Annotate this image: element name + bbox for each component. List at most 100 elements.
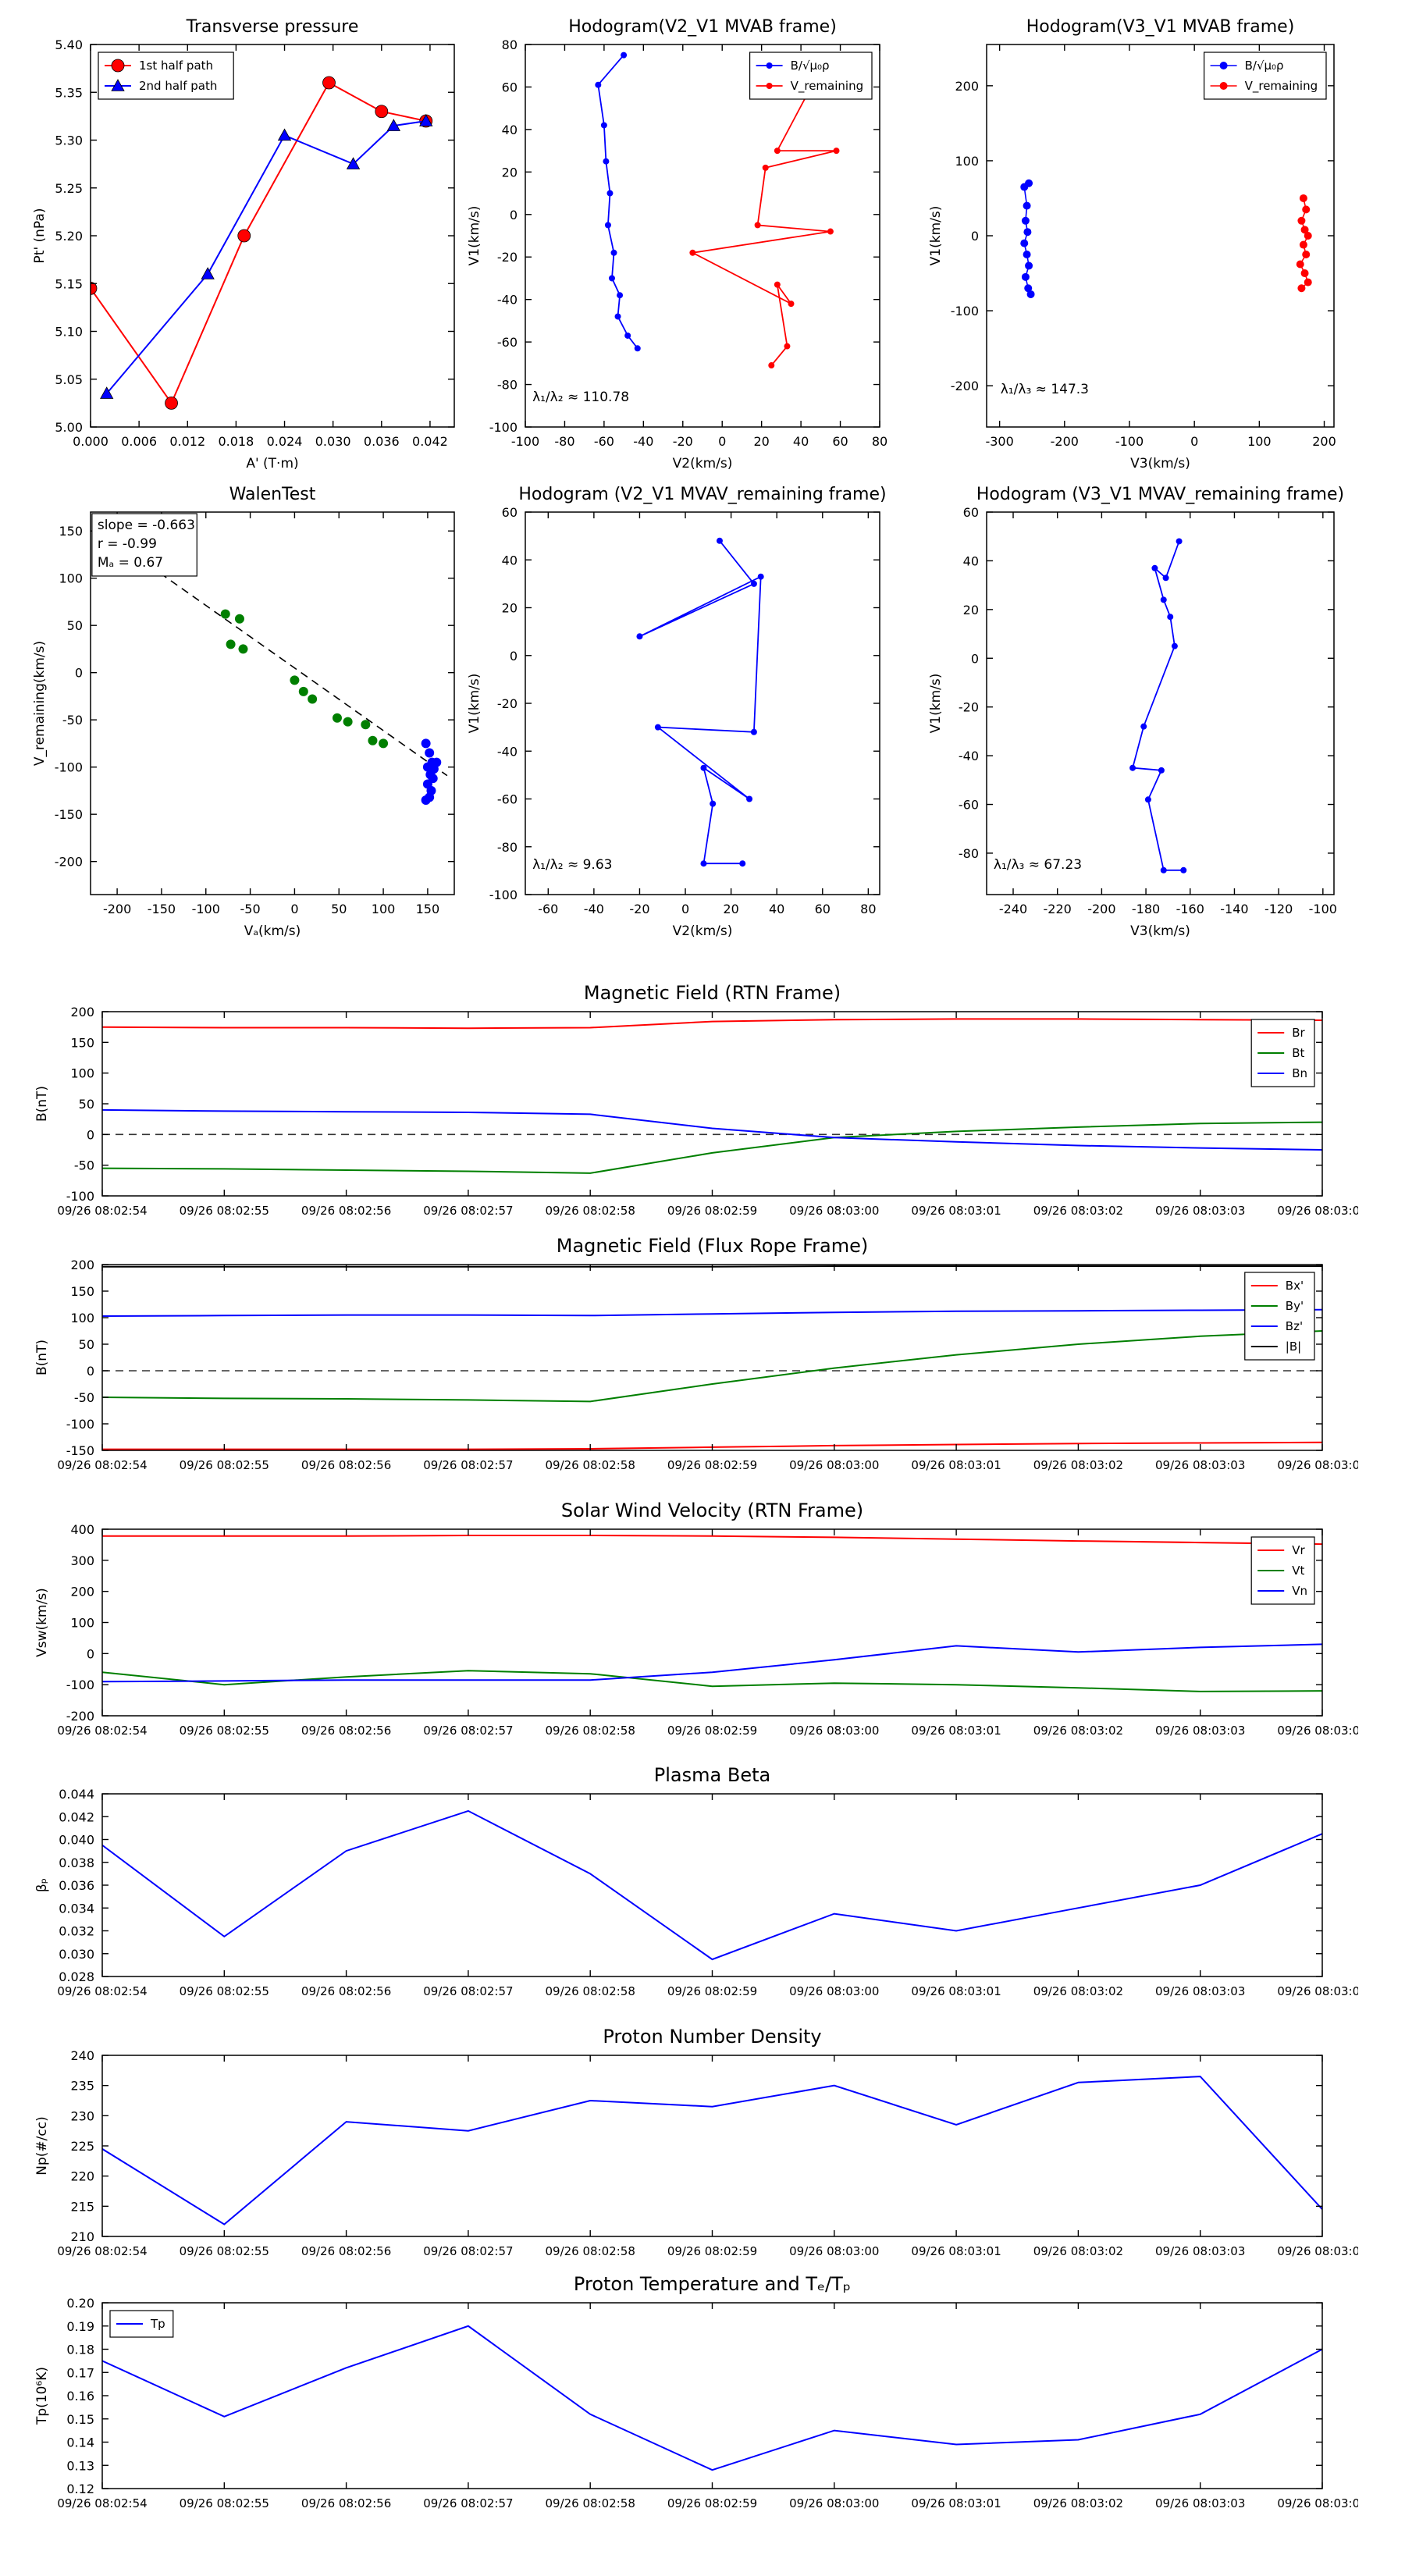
- data-marker: [603, 158, 610, 165]
- x-tick-label: 09/26 08:02:59: [667, 1984, 757, 1998]
- legend-label: Vr: [1292, 1543, 1305, 1557]
- x-tick-label: 0.024: [267, 434, 303, 449]
- proton-density-svg: 09/26 08:02:54 09/26 08:02:55 09/26 08:02:…: [34, 2026, 1368, 2258]
- data-marker: [1144, 796, 1151, 803]
- data-marker: [421, 738, 431, 749]
- x-tick-label: 0: [290, 902, 298, 916]
- x-tick-label: 20: [723, 902, 738, 916]
- x-tick-label: -200: [103, 902, 131, 916]
- y-tick-label: 240: [70, 2048, 94, 2063]
- x-tick-label: 09/26 08:02:58: [546, 1204, 635, 1218]
- x-tick-label: -200: [1051, 434, 1079, 449]
- x-tick-label: 09/26 08:02:55: [180, 2496, 269, 2510]
- y-tick-label: -50: [74, 1158, 94, 1173]
- x-tick-label: 09/26 08:02:59: [667, 1724, 757, 1738]
- y-tick-label: -200: [951, 379, 979, 393]
- x-tick-label: 09/26 08:03:00: [789, 2496, 879, 2510]
- annotation-text: λ₁/λ₂ ≈ 9.63: [532, 857, 612, 873]
- y-tick-label: 0: [87, 1646, 94, 1661]
- data-marker: [1171, 642, 1178, 649]
- legend-label: Bt: [1292, 1046, 1304, 1060]
- x-tick-label: 09/26 08:02:56: [301, 1458, 391, 1472]
- x-tick-label: -100: [1115, 434, 1144, 449]
- y-tick-label: 60: [963, 505, 979, 520]
- x-tick-label: 09/26 08:02:59: [667, 2496, 757, 2510]
- y-tick-label: 40: [502, 123, 518, 137]
- y-tick-label: 0.036: [59, 1878, 94, 1893]
- data-marker: [784, 343, 791, 350]
- legend-label: Tp: [150, 2317, 165, 2331]
- data-marker: [746, 795, 753, 802]
- x-tick-label: -200: [1087, 902, 1115, 916]
- data-marker: [379, 738, 389, 749]
- x-tick-label: 09/26 08:02:59: [667, 2244, 757, 2258]
- chart-title: Proton Temperature and Tₑ/Tₚ: [574, 2273, 851, 2295]
- y-tick-label: -60: [497, 792, 518, 807]
- y-tick-label: 50: [79, 1337, 94, 1352]
- data-series: [102, 2325, 1322, 2471]
- data-marker: [604, 222, 611, 229]
- data-marker: [343, 717, 353, 727]
- data-marker: [361, 720, 371, 730]
- x-tick-label: 09/26 08:02:54: [57, 2496, 147, 2510]
- data-marker: [1023, 201, 1031, 210]
- x-tick-label: 09/26 08:02:58: [546, 2244, 635, 2258]
- y-tick-label: 40: [963, 553, 979, 568]
- y-tick-label: 5.20: [55, 229, 83, 244]
- annotation-text: λ₁/λ₃ ≈ 147.3: [1001, 382, 1089, 397]
- data-marker: [1023, 251, 1031, 259]
- axes-frame: [90, 511, 455, 895]
- hodogram-v3v1-mvab-svg: -300 -200 -100 0 100 200 -200 -100 0 100 200 Hodogr…: [928, 17, 1336, 471]
- y-tick-label: 80: [502, 37, 518, 52]
- data-marker: [237, 229, 251, 243]
- data-marker: [238, 644, 248, 654]
- y-tick-label: 200: [70, 1585, 94, 1599]
- data-marker: [1158, 767, 1165, 774]
- magnetic-field-rtn-svg: 09/26 08:02:54 09/26 08:02:55 09/26 08:02:…: [34, 982, 1368, 1218]
- hodogram-v2v1-mvav-svg: -60 -40 -20 0 20 40 60 80 -100 -80 -60 -40 -20 0 20 40 6…: [467, 485, 887, 939]
- chart-proton-temperature: 09/26 08:02:54 09/26 08:02:55 09/26 08:02:…: [30, 2270, 1368, 2521]
- x-tick-label: 09/26 08:03:04: [1277, 1204, 1358, 1218]
- legend-label: V_remaining: [791, 79, 864, 94]
- data-marker: [421, 795, 431, 806]
- x-tick-label: 09/26 08:03:02: [1033, 1204, 1123, 1218]
- data-marker: [165, 396, 178, 410]
- y-tick-label: -100: [55, 760, 83, 775]
- data-marker: [595, 81, 602, 88]
- y-tick-label: 150: [59, 524, 83, 539]
- hodogram-v2v1-mvab-svg: -100 -80 -60 -40 -20 0 20 40 60 80 -100 -80 -60 -40 -2…: [467, 17, 887, 471]
- y-tick-label: 210: [70, 2229, 94, 2244]
- y-tick-label: 225: [70, 2139, 94, 2154]
- data-series: [102, 1308, 1322, 1317]
- axes-frame: [986, 511, 1335, 895]
- data-marker: [1302, 205, 1311, 214]
- data-marker: [1304, 232, 1312, 240]
- data-marker: [322, 76, 336, 90]
- data-marker: [621, 52, 628, 59]
- data-marker: [1162, 575, 1169, 582]
- y-tick-label: 0.032: [59, 1924, 94, 1939]
- data-marker: [624, 332, 631, 339]
- x-tick-label: 09/26 08:02:56: [301, 2496, 391, 2510]
- y-tick-label: 0.18: [66, 2343, 94, 2357]
- x-tick-label: 60: [832, 434, 848, 449]
- legend-label: 2nd half path: [139, 79, 217, 93]
- axes-frame: [525, 44, 880, 428]
- x-tick-label: 200: [1312, 434, 1336, 449]
- y-tick-label: 0.15: [66, 2412, 94, 2427]
- x-tick-label: -180: [1132, 902, 1160, 916]
- y-tick-label: -50: [62, 713, 83, 728]
- x-tick-label: -240: [999, 902, 1027, 916]
- data-marker: [375, 105, 389, 119]
- data-marker: [766, 83, 773, 89]
- x-tick-label: 09/26 08:02:55: [180, 1458, 269, 1472]
- y-tick-label: 0.19: [66, 2319, 94, 2334]
- legend-label: V_remaining: [1245, 79, 1318, 94]
- y-tick-label: -100: [489, 888, 518, 902]
- data-series: [102, 1670, 1322, 1692]
- y-tick-label: -50: [74, 1390, 94, 1405]
- x-tick-label: 60: [815, 902, 831, 916]
- data-marker: [600, 122, 607, 129]
- y-tick-label: 200: [955, 79, 979, 94]
- data-series: [102, 1535, 1322, 1546]
